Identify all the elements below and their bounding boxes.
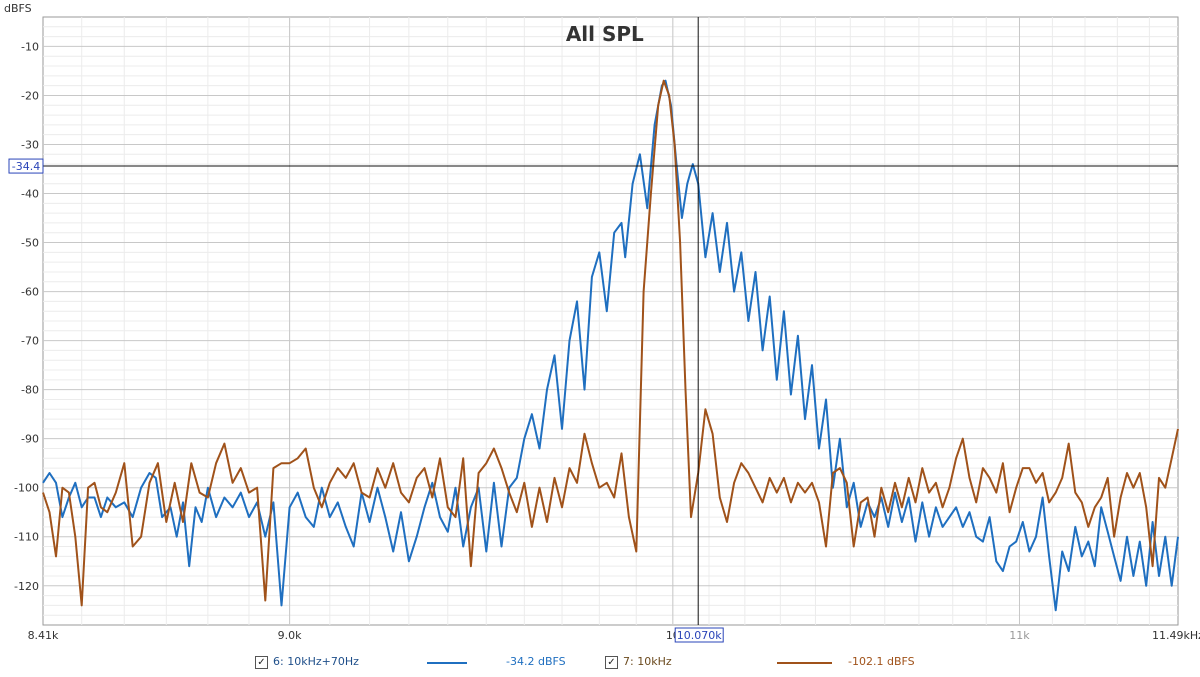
y-tick-label: -60	[21, 286, 39, 299]
series-line-7	[42, 79, 1179, 607]
series-6-swatch	[427, 662, 467, 664]
y-tick-label: -70	[21, 335, 39, 348]
y-tick-label: -30	[21, 138, 39, 151]
series-7-label: 7: 10kHz	[623, 655, 672, 668]
cursor-x-readout-box	[674, 627, 724, 643]
chart-title: All SPL	[566, 22, 644, 46]
series-6-value: -34.2 dBFS	[506, 655, 566, 668]
y-tick-label: -20	[21, 89, 39, 102]
y-tick-label: -120	[14, 580, 39, 593]
legend-bar: ✓ 6: 10kHz+70Hz -34.2 dBFS ✓ 7: 10kHz -1…	[0, 645, 1200, 677]
y-tick-label: -100	[14, 482, 39, 495]
cursor-x-readout: 10.070k	[677, 629, 722, 642]
series-line-6	[42, 79, 1179, 612]
y-tick-label: -110	[14, 531, 39, 544]
y-axis-label: dBFS	[4, 2, 32, 15]
series-6-label: 6: 10kHz+70Hz	[273, 655, 359, 668]
x-tick-label: 9.0k	[278, 629, 302, 642]
cursor-y-readout: -34.4	[12, 160, 40, 173]
y-tick-label: -40	[21, 188, 39, 201]
y-tick-label: -90	[21, 433, 39, 446]
x-tick-label: 11k	[1009, 629, 1030, 642]
series-7-swatch	[777, 662, 832, 664]
chart-area: -10 -20 -30 -40 -50 -60 -70 -80 -90 -100 -110 -120 8…	[0, 0, 1200, 645]
series-7-value: -102.1 dBFS	[848, 655, 915, 668]
y-tick-label: -50	[21, 237, 39, 250]
series-7-checkbox[interactable]: ✓	[605, 656, 618, 669]
y-tick-label: -80	[21, 384, 39, 397]
x-tick-label: 11.49kHz	[1152, 629, 1200, 642]
x-tick-label: 8.41k	[28, 629, 59, 642]
cursor-y-readout-box	[8, 158, 44, 174]
series-6-checkbox[interactable]: ✓	[255, 656, 268, 669]
y-tick-label: -10	[21, 40, 39, 53]
spl-chart[interactable]: -10 -20 -30 -40 -50 -60 -70 -80 -90 -100 -110 -120 8…	[0, 0, 1200, 645]
